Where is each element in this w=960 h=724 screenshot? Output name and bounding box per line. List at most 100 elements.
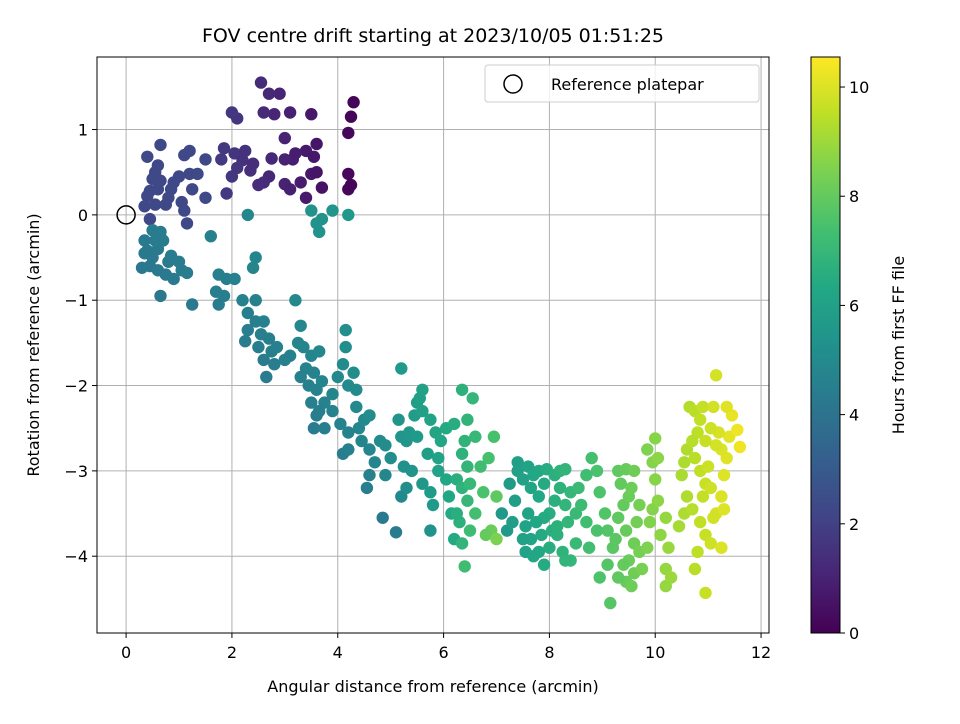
data-point (458, 560, 471, 573)
colorbar-tick-label: 0 (849, 624, 859, 643)
data-point (273, 87, 286, 100)
data-point (625, 481, 638, 495)
colorbar-gradient (810, 56, 841, 634)
data-point (477, 486, 490, 499)
data-point (344, 110, 358, 123)
data-point (461, 460, 474, 473)
data-point (458, 434, 471, 448)
data-point (342, 443, 355, 456)
data-point (231, 161, 244, 175)
data-point (138, 200, 151, 213)
data-point (709, 439, 723, 452)
colorbar-label: Hours from first FF file (889, 256, 908, 435)
data-point (627, 464, 641, 478)
data-point (397, 460, 411, 473)
data-point (490, 490, 503, 503)
y-tick-label: 0 (78, 206, 88, 225)
data-point (590, 464, 604, 478)
data-point (305, 396, 318, 409)
data-point (180, 266, 194, 280)
data-point (167, 176, 180, 189)
plot-area: 0 2 4 6 8 10 12 −4 −3 −2 −1 0 1 Reference platepar (64, 56, 771, 662)
data-point (461, 494, 474, 507)
data-point (543, 541, 556, 554)
data-point (715, 541, 728, 554)
data-point (424, 524, 437, 537)
data-point (527, 550, 540, 563)
data-point (612, 511, 625, 524)
data-point (432, 464, 445, 478)
data-point (551, 520, 564, 533)
data-point (141, 189, 154, 203)
data-point (421, 447, 434, 460)
data-point (215, 153, 228, 166)
data-point (283, 183, 297, 196)
data-point (347, 96, 360, 109)
data-point (376, 511, 389, 524)
data-point (466, 392, 479, 405)
data-point (651, 451, 665, 465)
data-point (363, 409, 376, 422)
data-point (561, 515, 575, 529)
data-point (283, 349, 297, 362)
data-point (463, 477, 477, 490)
data-point (633, 498, 646, 512)
colorbar-tick-label: 6 (849, 296, 859, 315)
data-point (593, 571, 606, 584)
data-point (532, 490, 545, 503)
data-point (559, 498, 572, 512)
data-point (469, 507, 482, 520)
data-point (619, 524, 633, 537)
data-point (262, 332, 276, 345)
y-tick-label: −3 (64, 462, 88, 481)
data-point (138, 234, 151, 247)
data-point (246, 261, 260, 274)
data-point (733, 440, 747, 454)
reference-platepar-marker (116, 205, 136, 225)
data-point (731, 423, 744, 437)
data-point (709, 369, 723, 382)
data-point (691, 545, 704, 559)
data-point (598, 507, 612, 520)
data-point (601, 524, 614, 537)
data-point (569, 537, 583, 550)
data-point (154, 289, 167, 303)
data-point (326, 387, 339, 401)
data-point (257, 315, 270, 328)
data-point (257, 106, 270, 119)
data-point (149, 234, 162, 247)
data-point (400, 481, 413, 495)
data-point (239, 144, 252, 158)
data-point (307, 366, 321, 379)
data-point (704, 422, 717, 435)
data-point (662, 541, 675, 554)
data-point (268, 108, 281, 121)
data-point (442, 490, 456, 503)
data-point (672, 520, 686, 533)
data-point (260, 370, 273, 384)
data-point (191, 167, 204, 181)
data-point (313, 404, 326, 418)
y-axis-ticks: −4 −3 −2 −1 0 1 (64, 121, 97, 566)
data-point (463, 524, 477, 537)
data-point (530, 515, 543, 529)
data-point (254, 76, 268, 89)
data-point (686, 503, 699, 516)
data-point (249, 251, 262, 264)
data-point (368, 456, 381, 469)
data-point (641, 541, 654, 554)
data-point (342, 126, 355, 140)
data-point (519, 520, 532, 533)
x-tick-label: 0 (121, 643, 131, 662)
data-point (339, 323, 352, 337)
data-point (143, 212, 157, 226)
data-point (701, 460, 715, 473)
grid (97, 57, 769, 633)
data-point (212, 298, 225, 311)
data-point (416, 383, 429, 396)
x-tick-label: 12 (751, 643, 771, 662)
data-point (551, 528, 564, 542)
data-point (395, 362, 408, 375)
data-point (326, 204, 339, 217)
data-point (236, 294, 249, 307)
